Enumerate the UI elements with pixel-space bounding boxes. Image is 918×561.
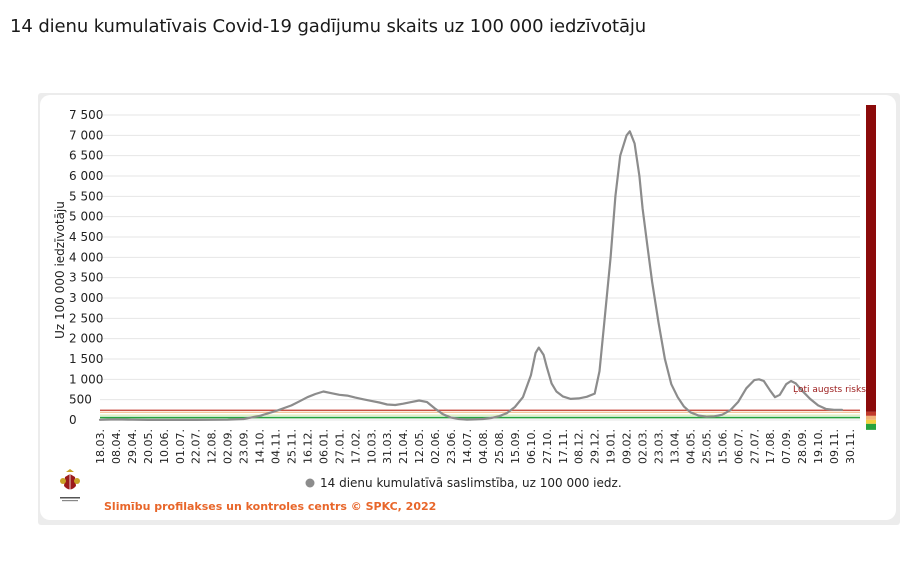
- risk-bar-segment: [866, 423, 876, 430]
- x-tick-label: 17.02.: [349, 429, 362, 464]
- x-axis-ticks: 18.03. 08.04. 29.04. 20.05. 10.06. 01.07. 22.0…: [94, 429, 857, 464]
- x-tick-label: 28.09.: [796, 429, 809, 464]
- x-tick-label: 09.11.: [828, 429, 841, 464]
- y-tick-label: 3 500: [69, 271, 103, 285]
- y-tick-label: 6 500: [69, 149, 103, 163]
- y-tick-label: 4 500: [69, 230, 103, 244]
- risk-scale: [866, 105, 876, 430]
- x-tick-label: 19.10.: [812, 429, 825, 464]
- page-title: 14 dienu kumulatīvais Covid-19 gadījumu …: [10, 16, 647, 37]
- x-tick-label: 06.07.: [732, 429, 745, 464]
- risk-bar-segment: [866, 419, 876, 424]
- x-tick-label: 27.07.: [748, 429, 761, 464]
- x-tick-label: 06.10.: [525, 429, 538, 464]
- risk-thresholds: [100, 409, 860, 419]
- y-tick-label: 7 500: [69, 108, 103, 122]
- y-tick-label: 0: [69, 413, 77, 427]
- series-line: [98, 130, 844, 421]
- y-tick-label: 1 000: [69, 372, 103, 386]
- x-tick-label: 21.04.: [397, 429, 410, 464]
- x-tick-label: 31.03.: [381, 429, 394, 464]
- x-tick-label: 04.11.: [270, 429, 283, 464]
- x-tick-label: 19.01.: [605, 429, 618, 464]
- x-tick-label: 04.08.: [477, 429, 490, 464]
- legend-label: 14 dienu kumulatīvā saslimstība, uz 100 …: [320, 476, 622, 490]
- x-tick-label: 29.12.: [589, 429, 602, 464]
- y-tick-label: 1 500: [69, 352, 103, 366]
- x-tick-label: 27.01.: [333, 429, 346, 464]
- x-tick-label: 02.03.: [637, 429, 650, 464]
- x-tick-label: 02.09.: [222, 429, 235, 464]
- x-tick-label: 06.01.: [317, 429, 330, 464]
- x-tick-label: 14.10.: [254, 429, 267, 464]
- x-tick-label: 01.07.: [174, 429, 187, 464]
- x-tick-label: 22.07.: [190, 429, 203, 464]
- x-tick-label: 08.04.: [110, 429, 123, 464]
- x-tick-label: 25.11.: [285, 429, 298, 464]
- x-tick-label: 07.09.: [780, 429, 793, 464]
- chart: 0 500 1 000 1 500 2 000 2 500 3 000 3 500 4 000 4…: [53, 105, 876, 513]
- x-tick-label: 13.04.: [668, 429, 681, 464]
- x-tick-label: 14.07.: [461, 429, 474, 464]
- x-tick-label: 27.10.: [541, 429, 554, 464]
- x-tick-label: 23.03.: [653, 429, 666, 464]
- y-tick-label: 5 000: [69, 210, 103, 224]
- x-tick-label: 09.02.: [621, 429, 634, 464]
- y-axis-ticks: 0 500 1 000 1 500 2 000 2 500 3 000 3 500 4 000 4…: [69, 108, 103, 427]
- y-axis-label: Uz 100 000 iedzīvotāju: [53, 201, 67, 339]
- risk-annotation: Ļoti augsts risks: [793, 385, 866, 395]
- grid-lines: [100, 114, 860, 421]
- y-tick-label: 7 000: [69, 128, 103, 142]
- x-tick-label: 16.12.: [301, 429, 314, 464]
- y-tick-label: 6 000: [69, 169, 103, 183]
- x-tick-label: 30.11.: [844, 429, 857, 464]
- risk-bar-segment: [866, 415, 876, 420]
- x-tick-label: 18.03.: [94, 429, 107, 464]
- x-tick-label: 15.09.: [509, 429, 522, 464]
- x-tick-label: 20.05.: [142, 429, 155, 464]
- y-tick-label: 4 000: [69, 250, 103, 264]
- coat-of-arms-icon: [60, 469, 80, 502]
- x-tick-label: 08.12.: [573, 429, 586, 464]
- chart-frame: 0 500 1 000 1 500 2 000 2 500 3 000 3 500 4 000 4…: [38, 93, 900, 525]
- x-tick-label: 15.06.: [716, 429, 729, 464]
- source-credit: Slimību profilakses un kontroles centrs …: [104, 500, 436, 513]
- x-tick-label: 29.04.: [126, 429, 139, 464]
- x-tick-label: 23.06.: [445, 429, 458, 464]
- x-tick-label: 02.06.: [429, 429, 442, 464]
- x-tick-label: 25.05.: [700, 429, 713, 464]
- x-tick-label: 23.09.: [238, 429, 251, 464]
- x-tick-label: 10.03.: [365, 429, 378, 464]
- y-tick-label: 3 000: [69, 291, 103, 305]
- x-tick-label: 17.11.: [557, 429, 570, 464]
- legend-marker: [305, 478, 315, 488]
- y-tick-label: 500: [69, 393, 92, 407]
- x-tick-label: 17.08.: [764, 429, 777, 464]
- y-tick-label: 5 500: [69, 189, 103, 203]
- x-tick-label: 12.05.: [413, 429, 426, 464]
- risk-bar-very-high: [866, 105, 876, 412]
- x-tick-label: 12.08.: [206, 429, 219, 464]
- x-tick-label: 10.06.: [158, 429, 171, 464]
- risk-bar-segment: [866, 411, 876, 416]
- y-tick-label: 2 000: [69, 332, 103, 346]
- x-tick-label: 25.08.: [493, 429, 506, 464]
- x-tick-label: 04.05.: [684, 429, 697, 464]
- chart-card: 0 500 1 000 1 500 2 000 2 500 3 000 3 500 4 000 4…: [40, 95, 896, 520]
- y-tick-label: 2 500: [69, 311, 103, 325]
